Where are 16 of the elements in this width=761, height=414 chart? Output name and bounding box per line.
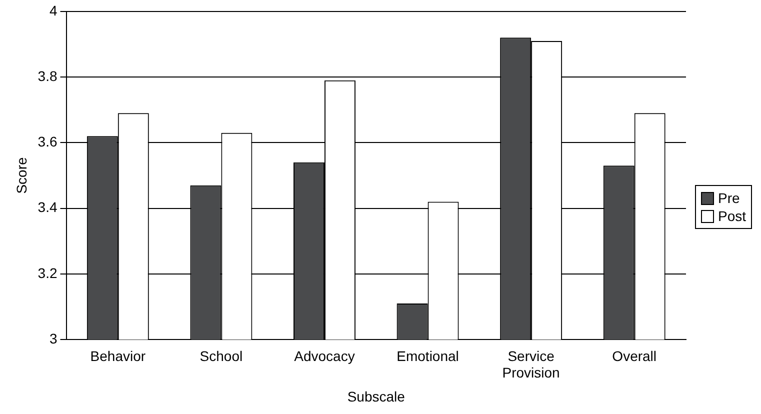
legend-label: Post (718, 207, 746, 225)
x-tick-label: Overall (612, 348, 657, 364)
x-tick-label: School (200, 348, 243, 364)
x-axis-title: Subscale (347, 388, 406, 404)
y-tick-label: 3.8 (38, 68, 58, 84)
x-tick-label: Behavior (90, 348, 146, 364)
y-tick-label: 3.2 (38, 264, 58, 281)
x-tick-label: Emotional (396, 348, 459, 364)
y-tick-label: 4 (49, 2, 58, 18)
y-axis-title: Score (13, 157, 30, 194)
y-tick-label: 3.6 (38, 134, 58, 150)
y-tick-label: 3.4 (38, 199, 58, 216)
x-tick-label: Service Provision (502, 348, 560, 381)
y-tick-label: 3 (49, 330, 58, 346)
legend-label: Pre (718, 189, 740, 207)
x-tick-label: Advocacy (294, 348, 355, 364)
